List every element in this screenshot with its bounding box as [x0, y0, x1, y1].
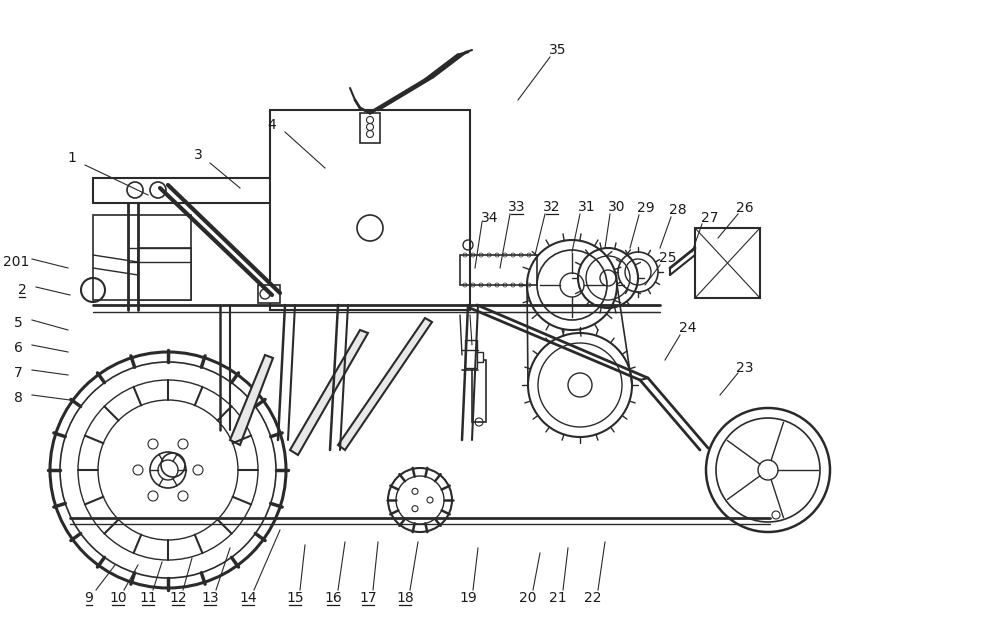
Text: 19: 19 [459, 591, 477, 605]
Text: 31: 31 [578, 200, 596, 214]
Text: 33: 33 [508, 200, 526, 214]
Text: 32: 32 [543, 200, 561, 214]
Text: 9: 9 [85, 591, 93, 605]
Text: 21: 21 [549, 591, 567, 605]
Text: 20: 20 [519, 591, 537, 605]
Bar [93, 178, 278, 203]
Text: 8: 8 [14, 391, 22, 405]
Text: 1: 1 [68, 151, 76, 165]
Text: 29: 29 [637, 201, 655, 215]
Text: 24: 24 [679, 321, 697, 335]
Text: 28: 28 [669, 203, 687, 217]
Text: 25: 25 [659, 251, 677, 265]
Text: 10: 10 [109, 591, 127, 605]
Text: 30: 30 [608, 200, 626, 214]
Polygon shape [230, 355, 273, 445]
Text: 2: 2 [18, 283, 26, 297]
Text: 3: 3 [194, 148, 202, 162]
Text: 11: 11 [139, 591, 157, 605]
Text: 6: 6 [14, 341, 22, 355]
Text: 26: 26 [736, 201, 754, 215]
Text: 5: 5 [14, 316, 22, 330]
Bar [258, 285, 280, 303]
Text: 34: 34 [481, 211, 499, 225]
Bar [93, 215, 191, 300]
Text: 201: 201 [3, 255, 29, 269]
Bar [360, 113, 380, 143]
Text: 22: 22 [584, 591, 602, 605]
Text: 35: 35 [549, 43, 567, 57]
Text: 4: 4 [268, 118, 276, 132]
Text: 23: 23 [736, 361, 754, 375]
Text: 7: 7 [14, 366, 22, 380]
Text: 16: 16 [324, 591, 342, 605]
Polygon shape [338, 318, 432, 450]
Bar [465, 340, 477, 368]
Polygon shape [290, 330, 368, 455]
Text: 27: 27 [701, 211, 719, 225]
Text: 13: 13 [201, 591, 219, 605]
Bar [138, 248, 191, 300]
Text: 18: 18 [396, 591, 414, 605]
Bar [695, 228, 760, 298]
Text: 17: 17 [359, 591, 377, 605]
Text: 14: 14 [239, 591, 257, 605]
Text: 15: 15 [286, 591, 304, 605]
Bar [270, 110, 470, 310]
Bar [472, 360, 486, 422]
Bar [475, 352, 483, 362]
Text: 12: 12 [169, 591, 187, 605]
